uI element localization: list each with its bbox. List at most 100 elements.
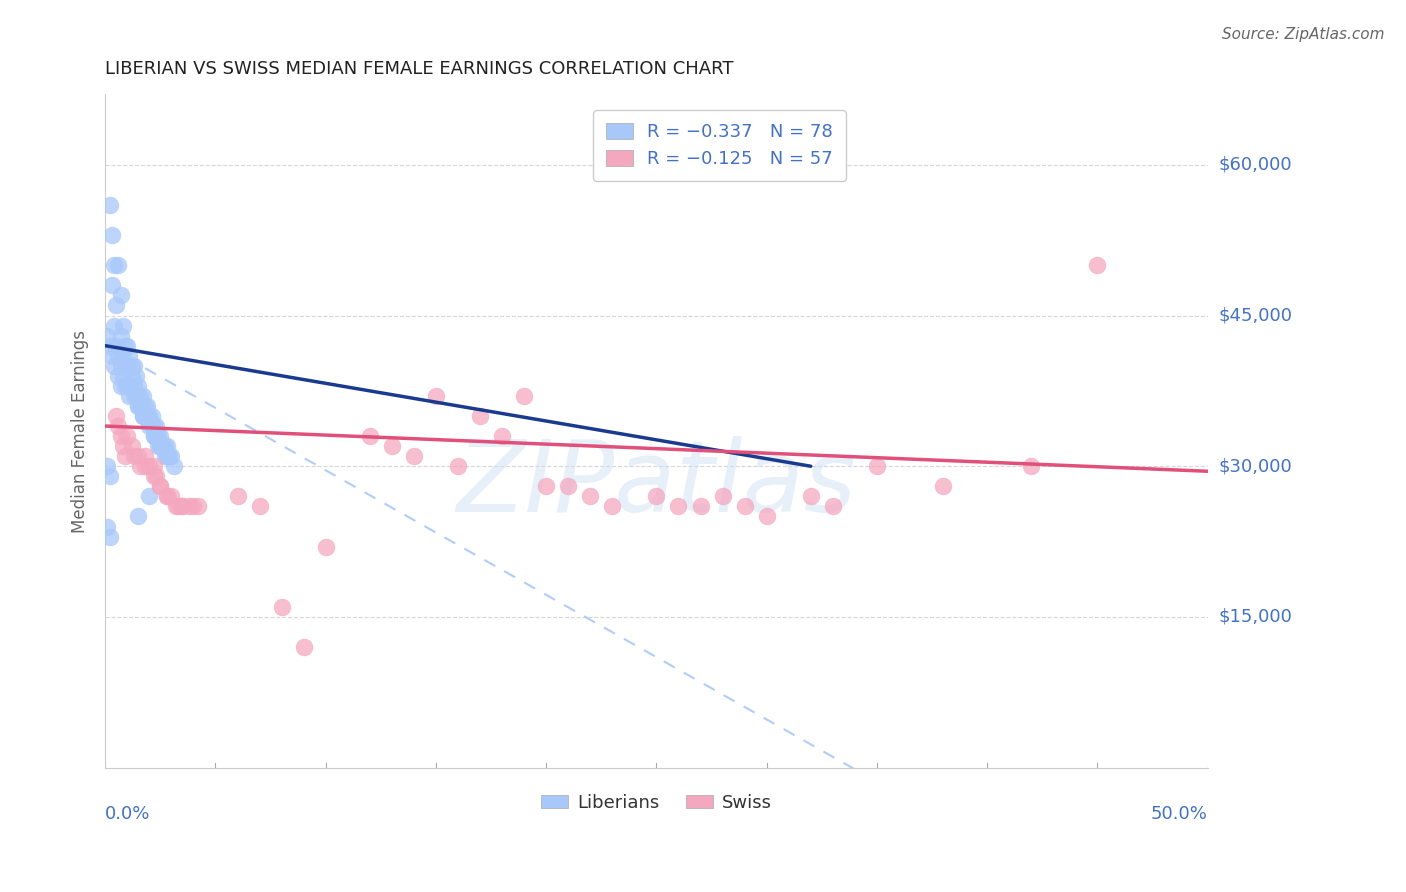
Point bbox=[98, 530, 121, 544]
Point bbox=[122, 359, 145, 373]
Point bbox=[734, 500, 756, 514]
Point bbox=[821, 500, 844, 514]
Point bbox=[117, 339, 139, 353]
Point bbox=[129, 459, 152, 474]
Point bbox=[145, 429, 167, 443]
Point bbox=[359, 429, 381, 443]
Point bbox=[131, 389, 153, 403]
Point bbox=[156, 449, 179, 463]
Point bbox=[110, 359, 132, 373]
Point bbox=[142, 419, 165, 434]
Point bbox=[932, 479, 955, 493]
Point bbox=[425, 389, 447, 403]
Point bbox=[103, 258, 125, 272]
Point bbox=[145, 469, 167, 483]
Point bbox=[172, 500, 194, 514]
Point bbox=[127, 399, 149, 413]
Point bbox=[146, 439, 169, 453]
Point bbox=[145, 419, 167, 434]
Text: $30,000: $30,000 bbox=[1219, 458, 1292, 475]
Point bbox=[447, 459, 470, 474]
Point bbox=[142, 429, 165, 443]
Point bbox=[101, 349, 124, 363]
Point bbox=[111, 368, 134, 383]
Point bbox=[131, 409, 153, 423]
Point bbox=[156, 489, 179, 503]
Point bbox=[172, 500, 194, 514]
Point bbox=[127, 399, 149, 413]
Text: 0.0%: 0.0% bbox=[105, 805, 150, 822]
Point bbox=[134, 399, 156, 413]
Point bbox=[138, 459, 160, 474]
Point bbox=[134, 409, 156, 423]
Point bbox=[129, 389, 152, 403]
Point bbox=[110, 429, 132, 443]
Point bbox=[579, 489, 602, 503]
Point bbox=[103, 359, 125, 373]
Point bbox=[711, 489, 734, 503]
Y-axis label: Median Female Earnings: Median Female Earnings bbox=[72, 329, 89, 533]
Point bbox=[121, 359, 143, 373]
Point bbox=[149, 479, 172, 493]
Point bbox=[156, 449, 179, 463]
Point bbox=[157, 449, 180, 463]
Point bbox=[111, 318, 134, 333]
Point bbox=[866, 459, 889, 474]
Point bbox=[491, 429, 513, 443]
Point bbox=[114, 339, 136, 353]
Point bbox=[153, 439, 176, 453]
Point bbox=[110, 328, 132, 343]
Point bbox=[134, 459, 156, 474]
Point bbox=[138, 409, 160, 423]
Point bbox=[149, 439, 172, 453]
Point bbox=[602, 500, 624, 514]
Point bbox=[110, 288, 132, 302]
Point bbox=[111, 439, 134, 453]
Point bbox=[96, 519, 118, 533]
Point bbox=[117, 379, 139, 393]
Point bbox=[107, 419, 129, 434]
Point bbox=[141, 419, 163, 434]
Point bbox=[156, 439, 179, 453]
Point bbox=[105, 409, 128, 423]
Text: LIBERIAN VS SWISS MEDIAN FEMALE EARNINGS CORRELATION CHART: LIBERIAN VS SWISS MEDIAN FEMALE EARNINGS… bbox=[105, 60, 734, 78]
Point bbox=[557, 479, 579, 493]
Point bbox=[125, 389, 148, 403]
Point bbox=[117, 429, 139, 443]
Point bbox=[101, 278, 124, 293]
Point bbox=[107, 258, 129, 272]
Point bbox=[118, 349, 141, 363]
Text: 50.0%: 50.0% bbox=[1150, 805, 1208, 822]
Point bbox=[152, 439, 174, 453]
Point bbox=[534, 479, 557, 493]
Point bbox=[114, 359, 136, 373]
Point bbox=[142, 429, 165, 443]
Point bbox=[149, 479, 172, 493]
Point bbox=[117, 359, 139, 373]
Point bbox=[125, 368, 148, 383]
Point bbox=[177, 500, 200, 514]
Point bbox=[226, 489, 249, 503]
Text: $60,000: $60,000 bbox=[1219, 156, 1292, 174]
Point bbox=[1019, 459, 1042, 474]
Point bbox=[645, 489, 668, 503]
Point bbox=[118, 389, 141, 403]
Point bbox=[1087, 258, 1109, 272]
Point bbox=[513, 389, 536, 403]
Point bbox=[103, 318, 125, 333]
Point bbox=[249, 500, 271, 514]
Text: $45,000: $45,000 bbox=[1219, 307, 1292, 325]
Point bbox=[468, 409, 491, 423]
Point bbox=[160, 449, 183, 463]
Point bbox=[149, 429, 172, 443]
Point bbox=[315, 540, 337, 554]
Point bbox=[118, 379, 141, 393]
Point bbox=[127, 379, 149, 393]
Point bbox=[127, 509, 149, 524]
Point bbox=[668, 500, 690, 514]
Point bbox=[142, 459, 165, 474]
Point bbox=[270, 599, 292, 614]
Point bbox=[689, 500, 711, 514]
Point bbox=[755, 509, 778, 524]
Point bbox=[114, 379, 136, 393]
